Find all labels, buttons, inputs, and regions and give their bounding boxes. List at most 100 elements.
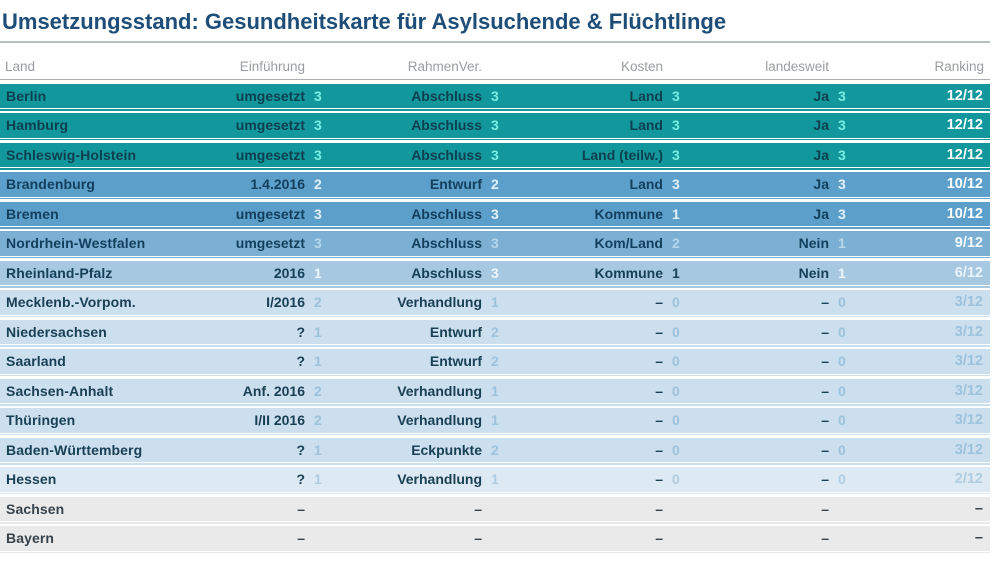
cell-einfuehrung: umgesetzt [235,205,305,222]
column-header-land: Land [5,58,36,74]
cell-landesweit: – [821,353,829,370]
cell-landesweit: – [821,441,829,458]
cell-landesweit-score: 3 [838,146,846,163]
table-row: Thüringen I/II 2016 2 Verhandlung 1–0–0 3/12 [0,408,990,435]
cell-rahmenver-score: 3 [491,87,499,104]
cell-rahmenver: Entwurf [429,353,482,370]
cell-land: Rheinland-Pfalz [6,264,113,281]
cell-kosten-score: 1 [672,264,680,281]
cell-kosten-score: 0 [672,441,680,458]
cell-rahmenver: – [474,530,482,547]
table-row: Bremen umgesetzt 3 Abschluss 3 Kommune 1 Ja 3 10/… [0,201,990,229]
cell-land: Sachsen [6,500,65,517]
cell-einfuehrung: ? [296,353,305,370]
cell-einfuehrung: Anf. 2016 [242,382,305,399]
cell-kosten: Kom/Land [594,235,663,252]
page-title: Umsetzungsstand: Gesundheitskarte für As… [2,9,727,34]
cell-ranking: 12/12 [946,146,983,163]
cell-landesweit: Nein [798,235,829,252]
cell-ranking: 3/12 [954,412,983,429]
cell-landesweit-score: 0 [838,471,846,488]
cell-kosten-score: 1 [672,205,680,222]
table-row: Schleswig-Holstein umgesetzt 3 Abschluss 3 La… [0,142,990,170]
cell-landesweit: – [821,323,829,340]
cell-einfuehrung-score: 3 [314,87,322,104]
cell-einfuehrung: umgesetzt [235,235,305,252]
cell-einfuehrung: I/II 2016 [254,412,305,429]
cell-rahmenver: Verhandlung [397,294,482,311]
cell-landesweit-score: 3 [838,205,846,222]
cell-rahmenver: Abschluss [411,235,482,252]
cell-kosten-score: 3 [672,87,680,104]
cell-rahmenver: Abschluss [411,205,482,222]
column-header-rahmenver: RahmenVer. [407,58,482,74]
title-divider [0,40,990,43]
cell-rahmenver-score: 1 [491,294,499,311]
cell-ranking: 3/12 [954,294,983,311]
infographic-table: Umsetzungsstand: Gesundheitskarte für As… [0,9,990,553]
cell-kosten: Land [629,87,663,104]
cell-landesweit-score: 0 [838,382,846,399]
cell-landesweit: – [821,382,829,399]
cell-landesweit: – [821,471,829,488]
cell-landesweit: Ja [813,87,829,104]
cell-kosten-score: 0 [672,471,680,488]
cell-einfuehrung-score: 1 [314,264,322,281]
cell-rahmenver-score: 2 [491,176,499,193]
table-row: Mecklenb.-Vorpom. I/2016 2 Verhandlung 1–0–0… [0,290,990,317]
cell-kosten-score: 0 [672,412,680,429]
cell-landesweit-score: 0 [838,353,846,370]
cell-einfuehrung: umgesetzt [235,117,305,134]
cell-land: Brandenburg [6,176,95,193]
cell-land: Nordrhein-Westfalen [6,235,146,252]
cell-landesweit-score: 3 [838,87,846,104]
table-row: Sachsen-Anhalt Anf. 2016 2 Verhandlung 1–0–0… [0,378,990,406]
cell-rahmenver: Verhandlung [397,412,482,429]
cell-ranking: 12/12 [946,87,983,104]
cell-kosten: Kommune [594,205,663,222]
cell-landesweit: Ja [813,146,829,163]
cell-kosten: Land (teilw.) [581,146,663,163]
table-row: Baden-Württemberg? 1 Eckpunkte 2–0–0 3/12 [0,437,990,465]
cell-kosten: Land [629,117,663,134]
cell-einfuehrung: umgesetzt [235,87,305,104]
cell-einfuehrung: ? [296,441,305,458]
cell-rahmenver: Abschluss [411,117,482,134]
cell-landesweit-score: 3 [838,176,846,193]
cell-einfuehrung-score: 3 [314,146,322,163]
cell-land: Bremen [6,205,59,222]
cell-kosten: – [655,441,663,458]
cell-land: Sachsen-Anhalt [6,382,114,399]
cell-landesweit: Ja [813,176,829,193]
cell-landesweit-score: 1 [838,235,846,252]
cell-rahmenver: Eckpunkte [411,441,482,458]
cell-einfuehrung-score: 3 [314,117,322,134]
cell-einfuehrung-score: 1 [314,353,322,370]
cell-kosten: – [655,353,663,370]
cell-kosten: Land [629,176,663,193]
cell-rahmenver-score: 2 [491,441,499,458]
table-row: Brandenburg 1.4.2016 2 Entwurf 2 Land 3 Ja 3 10/1… [0,172,990,199]
cell-kosten: – [655,412,663,429]
cell-landesweit-score: 3 [838,117,846,134]
cell-einfuehrung: umgesetzt [235,146,305,163]
cell-landesweit: Ja [813,117,829,134]
cell-rahmenver: Entwurf [429,323,482,340]
cell-land: Mecklenb.-Vorpom. [6,294,136,311]
cell-kosten-score: 0 [672,353,680,370]
cell-einfuehrung: 1.4.2016 [250,176,306,193]
cell-rahmenver-score: 1 [491,412,499,429]
cell-einfuehrung-score: 2 [314,412,322,429]
cell-einfuehrung: – [297,500,305,517]
cell-landesweit-score: 0 [838,441,846,458]
cell-land: Hessen [6,471,57,488]
column-header-landesweit: landesweit [765,58,829,74]
cell-ranking: 2/12 [954,471,983,488]
cell-einfuehrung-score: 2 [314,294,322,311]
cell-einfuehrung-score: 3 [314,235,322,252]
cell-ranking: 10/12 [946,176,983,193]
cell-land: Hamburg [6,117,69,134]
column-header-einfuehrung: Einführung [239,58,305,74]
cell-kosten: – [655,471,663,488]
cell-ranking: 10/12 [946,205,983,222]
